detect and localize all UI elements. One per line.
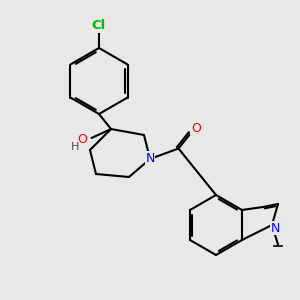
Text: N: N bbox=[271, 221, 280, 235]
Text: O: O bbox=[191, 122, 201, 135]
Text: O: O bbox=[78, 133, 87, 146]
Text: N: N bbox=[145, 152, 155, 165]
Text: Cl: Cl bbox=[92, 19, 106, 32]
Text: H: H bbox=[71, 142, 79, 152]
